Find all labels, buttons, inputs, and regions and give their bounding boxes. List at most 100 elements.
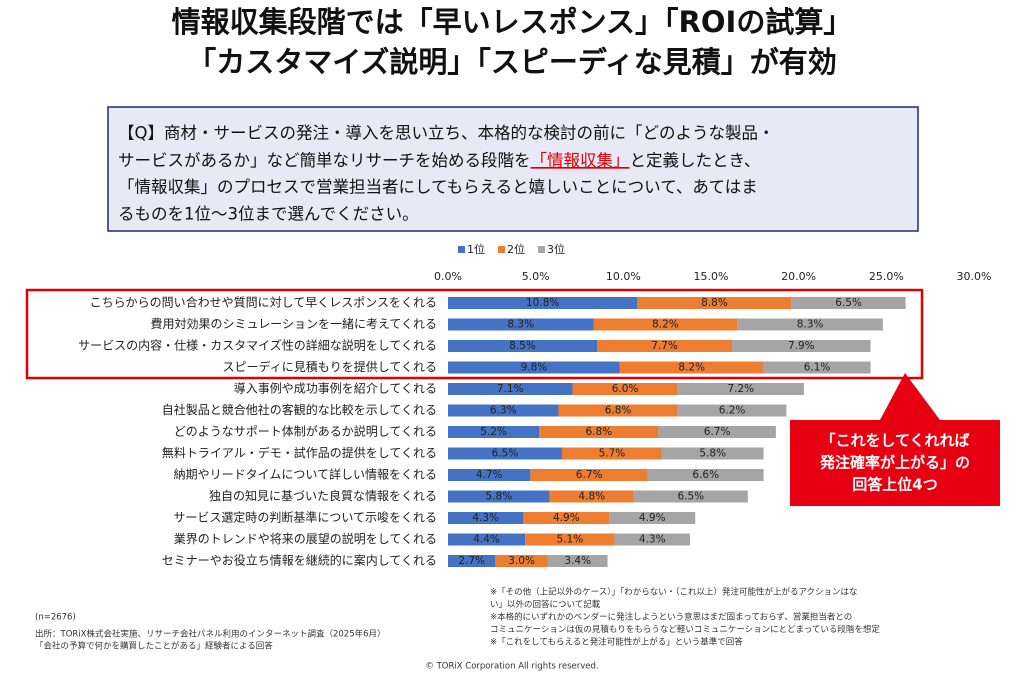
sample-size: (n=2676): [35, 613, 76, 623]
value-label: 8.3%: [797, 319, 824, 331]
value-label: 4.4%: [473, 534, 500, 546]
category-label: 自社製品と競合他社の客観的な比較を示してくれる: [162, 402, 437, 417]
bar-segment: [791, 297, 906, 309]
legend-label: 1位: [467, 242, 485, 256]
value-label: 8.2%: [678, 362, 705, 374]
bar-segment: [614, 533, 690, 546]
value-label: 4.8%: [578, 491, 605, 503]
category-label: 無料トライアル・デモ・試作品の提供をしてくれる: [162, 445, 437, 460]
bar-segment: [525, 533, 615, 546]
category-label: 費用対効果のシミュレーションを一緒に考えてくれる: [150, 316, 437, 331]
bar-segment: [448, 533, 526, 546]
source: 「会社の予算で何かを購買したことがある」経験者による回答: [35, 641, 273, 652]
bar-segment: [633, 490, 748, 503]
bar-segment: [561, 447, 662, 460]
bar-segment: [495, 555, 548, 567]
value-label: 4.3%: [472, 512, 499, 524]
bar-segment: [523, 512, 610, 524]
bar-segment: [549, 490, 634, 503]
bar-segment: [593, 318, 738, 331]
value-label: 6.1%: [804, 362, 831, 374]
bar-segment: [448, 361, 620, 374]
bar-segment: [448, 490, 550, 503]
bar-segment: [448, 555, 496, 567]
question-highlight: 「情報収集」: [531, 151, 630, 170]
bar-segment: [448, 297, 638, 309]
category-label: 業界のトレンドや将来の展望の説明をしてくれる: [174, 531, 437, 546]
bar-segment: [677, 383, 804, 395]
value-label: 6.0%: [612, 383, 639, 395]
bar-segment: [732, 340, 871, 352]
x-tick-label: 20.0%: [781, 270, 816, 283]
bar-segment: [448, 318, 594, 331]
value-label: 6.3%: [490, 405, 517, 417]
value-label: 7.2%: [727, 383, 754, 395]
question-text: 「情報収集」のプロセスで営業担当者にしてもらえると嬉しいことについて、あてはま: [118, 178, 758, 197]
footnote: ※本格的にいずれかのベンダーに発注しようという意思はまだ固まっておらず、営業担当…: [490, 612, 852, 623]
value-label: 7.9%: [788, 340, 815, 352]
footnote: ※「これをしてもらえると発注可能性が上がる」という基準で回答: [490, 637, 743, 648]
value-label: 5.8%: [699, 448, 726, 460]
callout-text: 「これをしてくれれば: [820, 432, 969, 450]
footnote: ※「その他（上記以外のケース）」「わからない・（これ以上）発注可能性が上がるアク…: [490, 587, 858, 598]
value-label: 6.7%: [576, 469, 603, 481]
value-label: 5.1%: [557, 534, 584, 546]
value-label: 6.5%: [492, 448, 519, 460]
bar-segment: [597, 340, 733, 352]
callout-text: 発注確率が上がる」の: [819, 454, 970, 472]
bar-segment: [448, 447, 562, 460]
value-label: 6.6%: [692, 469, 719, 481]
category-label: こちらからの問い合わせや質問に対して早くレスポンスをくれる: [90, 295, 437, 310]
footnote: コミュニケーションは仮の見積もりをもらうなど軽いコミュニケーションにとどまってい…: [490, 624, 880, 635]
category-label: 導入事例や成功事例を紹介してくれる: [234, 382, 437, 396]
x-tick-label: 5.0%: [522, 270, 550, 283]
callout-pointer: [880, 373, 940, 420]
value-label: 6.8%: [605, 405, 632, 417]
legend-label: 2位: [507, 242, 525, 256]
value-label: 10.8%: [526, 297, 559, 309]
value-label: 8.8%: [701, 297, 728, 309]
bar-segment: [448, 340, 598, 352]
category-label: サービス選定時の判断基準について示唆をくれる: [173, 510, 437, 525]
title-line: 「カスタマイズ説明」「スピーディな見積」が有効: [187, 45, 837, 79]
question-text: サービスがあるか」など簡単なリサーチを始める段階を: [118, 151, 531, 170]
value-label: 4.7%: [476, 469, 503, 481]
value-label: 6.8%: [585, 426, 612, 438]
legend-swatch: [458, 246, 465, 253]
bar-segment: [609, 512, 696, 524]
bar-segment: [558, 404, 678, 417]
value-label: 3.4%: [564, 555, 591, 567]
x-tick-label: 15.0%: [694, 270, 729, 283]
question-text: と定義したとき、: [630, 151, 761, 170]
value-label: 4.9%: [553, 512, 580, 524]
bar-segment: [677, 404, 787, 417]
category-label: セミナーやお役立ち情報を継続的に案内してくれる: [162, 553, 437, 568]
legend-swatch: [538, 246, 545, 253]
bar-segment: [658, 426, 776, 438]
x-tick-label: 25.0%: [869, 270, 904, 283]
bar-segment: [448, 512, 524, 524]
value-label: 4.9%: [639, 512, 666, 524]
callout-box: [790, 420, 1000, 506]
value-label: 4.3%: [639, 534, 666, 546]
bar-segment: [530, 469, 648, 481]
value-label: 6.5%: [677, 491, 704, 503]
source: 出所：TORiX株式会社実施、リサーチ会社パネル利用のインターネット調査（202…: [35, 629, 386, 640]
callout-text: 回答上位4つ: [852, 476, 937, 494]
x-tick-label: 0.0%: [434, 270, 462, 283]
bar-segment: [572, 383, 678, 395]
bar-segment: [619, 361, 764, 374]
bar-segment: [448, 383, 573, 395]
question-text: るものを1位～3位まで選んでください。: [118, 205, 419, 224]
value-label: 7.7%: [651, 340, 678, 352]
copyright: © TORiX Corporation All rights reserved.: [425, 662, 598, 672]
bar-segment: [647, 469, 764, 481]
bar-segment: [637, 297, 792, 309]
question-box: [107, 106, 919, 232]
legend-label: 3位: [547, 242, 565, 256]
bar-segment: [448, 404, 559, 417]
value-label: 6.2%: [719, 405, 746, 417]
value-label: 6.5%: [835, 297, 862, 309]
bar-segment: [448, 426, 540, 438]
